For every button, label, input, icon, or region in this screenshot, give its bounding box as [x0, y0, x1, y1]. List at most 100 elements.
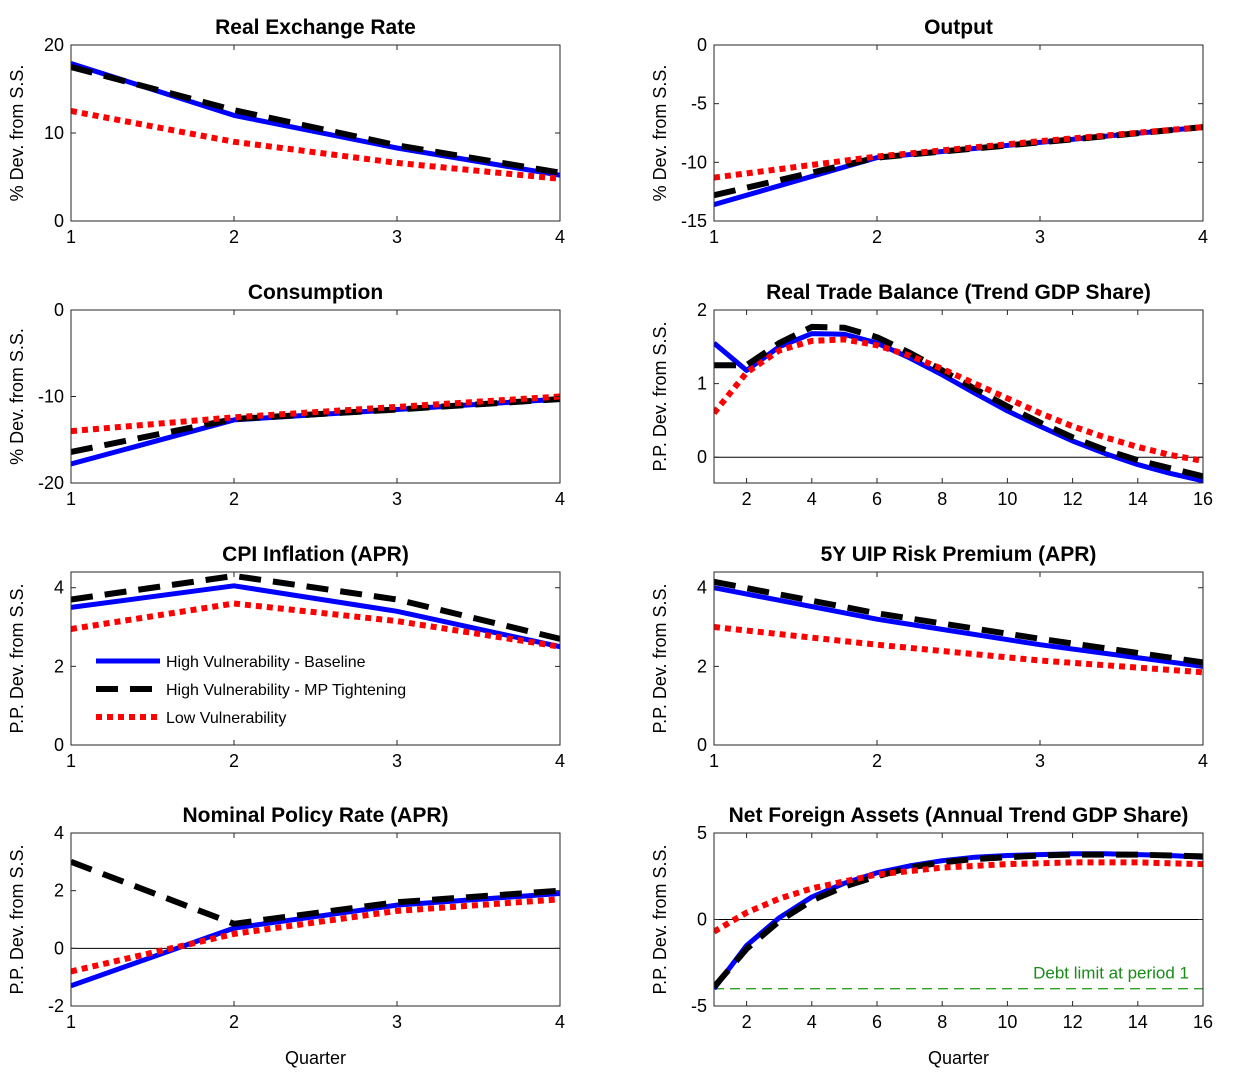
series-line-high-vulnerability-baseline [714, 331, 1203, 483]
y-tick-label: 0 [697, 447, 707, 467]
plot-area [71, 310, 560, 483]
legend-label: High Vulnerability - Baseline [166, 654, 366, 671]
y-tick-label: -10 [681, 152, 707, 172]
series-line-high-vulnerability-baseline [714, 585, 1203, 669]
series-line-low-vulnerability [71, 600, 560, 650]
y-tick-label: -2 [48, 996, 64, 1016]
y-tick-label: 0 [54, 300, 64, 320]
y-tick-label: 20 [44, 35, 64, 55]
y-axis-label: % Dev. from S.S. [7, 65, 27, 202]
x-tick-label: 12 [1063, 489, 1083, 509]
x-axis-label: Quarter [285, 1048, 346, 1068]
x-tick-label: 4 [1198, 227, 1208, 247]
panel-title: Real Trade Balance (Trend GDP Share) [766, 281, 1151, 304]
y-axis-label: P.P. Dev. from S.S. [650, 583, 670, 733]
legend-label: High Vulnerability - MP Tightening [166, 682, 406, 699]
x-tick-label: 1 [709, 227, 719, 247]
series-line-high-vulnerability-mp-tightening [71, 858, 560, 927]
x-tick-label: 10 [997, 1012, 1017, 1032]
y-axis-label: P.P. Dev. from S.S. [650, 844, 670, 994]
y-tick-label: 1 [697, 374, 707, 394]
x-tick-label: 1 [66, 227, 76, 247]
y-tick-label: 0 [54, 735, 64, 755]
x-tick-label: 4 [807, 1012, 817, 1032]
axes-box [713, 44, 1204, 222]
y-axis-label: % Dev. from S.S. [7, 328, 27, 465]
panel-5y-uip-risk-premium-apr: 1 2 3 4 0 2 4 5Y UIP Risk Premium (APR) P.P. Dev… [650, 543, 1208, 771]
y-tick-label: 2 [54, 656, 64, 676]
panel-consumption: 1 2 3 4 -20 -10 0 Consumption % Dev. from S.S. [7, 281, 565, 509]
y-tick-label: 0 [54, 938, 64, 958]
y-tick-label: -10 [38, 387, 64, 407]
x-tick-label: 1 [66, 489, 76, 509]
x-tick-label: 4 [555, 227, 565, 247]
y-tick-label: 2 [697, 300, 707, 320]
series-line-low-vulnerability [714, 859, 1203, 935]
y-axis-label: P.P. Dev. from S.S. [650, 321, 670, 471]
x-tick-label: 3 [392, 489, 402, 509]
panel-title: CPI Inflation (APR) [222, 543, 409, 566]
x-tick-label: 1 [66, 751, 76, 771]
panel-nominal-policy-rate-apr: 1 2 3 4 -2 0 2 4 Nominal Policy Rate (APR) P.P. D… [7, 804, 565, 1068]
series-line-high-vulnerability-mp-tightening [714, 851, 1203, 989]
series-line-high-vulnerability-mp-tightening [71, 64, 560, 176]
y-tick-label: 4 [54, 823, 64, 843]
x-tick-label: 2 [872, 227, 882, 247]
legend-label: Low Vulnerability [166, 710, 286, 727]
axes-box [70, 832, 561, 1007]
series-line-high-vulnerability-mp-tightening [71, 572, 560, 642]
x-tick-label: 2 [742, 1012, 752, 1032]
plot-area [71, 833, 560, 1006]
axes-box [713, 571, 1204, 746]
series-line-high-vulnerability-baseline [71, 583, 560, 650]
legend: High Vulnerability - Baseline High Vulner… [96, 654, 406, 727]
series-line-low-vulnerability [71, 108, 560, 182]
x-tick-label: 3 [392, 1012, 402, 1032]
x-tick-label: 14 [1128, 1012, 1148, 1032]
y-tick-label: 10 [44, 123, 64, 143]
x-tick-label: 4 [807, 489, 817, 509]
panel-title: Output [924, 16, 993, 39]
panel-title: Consumption [248, 281, 383, 304]
x-tick-label: 6 [872, 1012, 882, 1032]
y-tick-label: -5 [691, 996, 707, 1016]
y-tick-label: 5 [697, 823, 707, 843]
series-line-low-vulnerability [71, 393, 560, 435]
series-line-high-vulnerability-mp-tightening [714, 323, 1203, 480]
plot-area [714, 572, 1203, 745]
panel-real-exchange-rate: 1 2 3 4 0 10 20 Real Exchange Rate % Dev. from S… [7, 16, 565, 247]
x-tick-label: 2 [872, 751, 882, 771]
y-tick-label: 0 [697, 910, 707, 930]
y-tick-label: 0 [54, 211, 64, 231]
y-tick-label: 2 [697, 656, 707, 676]
y-axis-label: P.P. Dev. from S.S. [7, 583, 27, 733]
y-tick-label: 4 [697, 578, 707, 598]
panel-output: 1 2 3 4 -15 -10 -5 0 Output % Dev. from S.S. [650, 16, 1208, 247]
panel-title: Net Foreign Assets (Annual Trend GDP Sha… [729, 804, 1189, 827]
x-tick-label: 3 [1035, 751, 1045, 771]
x-tick-label: 3 [392, 227, 402, 247]
y-tick-label: -5 [691, 94, 707, 114]
y-axis-label: P.P. Dev. from S.S. [7, 844, 27, 994]
y-tick-label: 0 [697, 735, 707, 755]
x-tick-label: 2 [229, 751, 239, 771]
x-tick-label: 2 [742, 489, 752, 509]
x-tick-label: 4 [555, 489, 565, 509]
x-tick-label: 12 [1063, 1012, 1083, 1032]
x-tick-label: 2 [229, 227, 239, 247]
y-axis-label: % Dev. from S.S. [650, 65, 670, 202]
series-line-low-vulnerability [714, 336, 1203, 464]
x-tick-label: 16 [1193, 489, 1213, 509]
x-tick-label: 6 [872, 489, 882, 509]
axes-box [713, 309, 1204, 484]
x-tick-label: 4 [555, 1012, 565, 1032]
x-tick-label: 16 [1193, 1012, 1213, 1032]
x-tick-label: 2 [229, 1012, 239, 1032]
x-tick-label: 4 [555, 751, 565, 771]
series-line-low-vulnerability [714, 124, 1203, 181]
y-tick-label: 0 [697, 35, 707, 55]
x-tick-label: 8 [937, 1012, 947, 1032]
x-tick-label: 3 [1035, 227, 1045, 247]
debt-limit-label: Debt limit at period 1 [1033, 964, 1189, 983]
